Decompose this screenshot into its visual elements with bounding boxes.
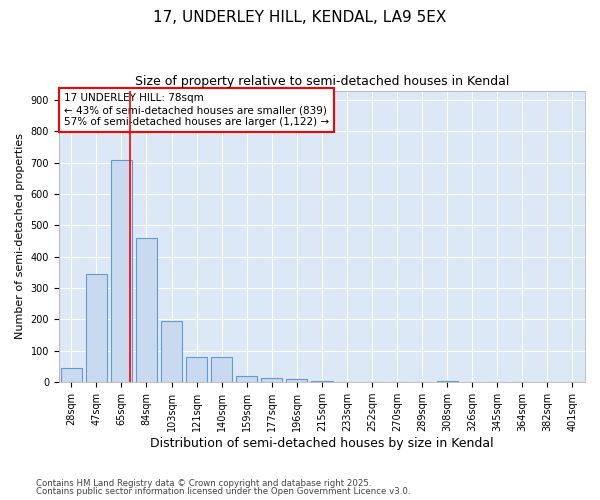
Text: 17 UNDERLEY HILL: 78sqm
← 43% of semi-detached houses are smaller (839)
57% of s: 17 UNDERLEY HILL: 78sqm ← 43% of semi-de… bbox=[64, 94, 329, 126]
Bar bbox=[211, 357, 232, 382]
Bar bbox=[261, 378, 283, 382]
Title: Size of property relative to semi-detached houses in Kendal: Size of property relative to semi-detach… bbox=[135, 75, 509, 88]
Bar bbox=[286, 379, 307, 382]
Text: 17, UNDERLEY HILL, KENDAL, LA9 5EX: 17, UNDERLEY HILL, KENDAL, LA9 5EX bbox=[154, 10, 446, 25]
Bar bbox=[161, 321, 182, 382]
Bar bbox=[136, 238, 157, 382]
Y-axis label: Number of semi-detached properties: Number of semi-detached properties bbox=[15, 134, 25, 340]
Bar bbox=[236, 376, 257, 382]
X-axis label: Distribution of semi-detached houses by size in Kendal: Distribution of semi-detached houses by … bbox=[150, 437, 494, 450]
Bar bbox=[86, 274, 107, 382]
Text: Contains HM Land Registry data © Crown copyright and database right 2025.: Contains HM Land Registry data © Crown c… bbox=[36, 478, 371, 488]
Bar bbox=[311, 380, 332, 382]
Bar bbox=[111, 160, 132, 382]
Text: Contains public sector information licensed under the Open Government Licence v3: Contains public sector information licen… bbox=[36, 487, 410, 496]
Bar bbox=[437, 380, 458, 382]
Bar bbox=[61, 368, 82, 382]
Bar bbox=[186, 357, 207, 382]
